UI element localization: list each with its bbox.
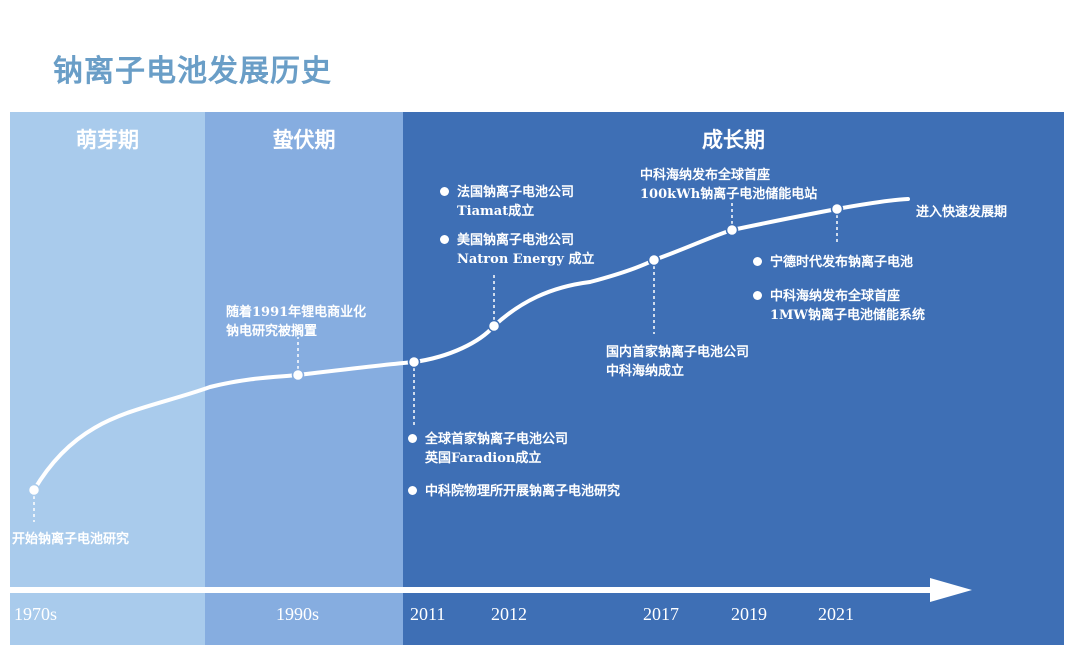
event-1990s-line1: 随着1991年锂电商业化	[226, 305, 367, 320]
event-2017-line2: 中科海纳成立	[606, 364, 685, 379]
event-2012-natron: 美国钠离子电池公司 Natron Energy 成立	[440, 231, 594, 269]
timeline-graphics	[10, 197, 972, 602]
event-2011-iop-text: 中科院物理所开展钠离子电池研究	[425, 484, 621, 499]
event-2021-hina-line2: 1MW钠离子电池储能系统	[770, 308, 926, 323]
period-title-growth: 成长期	[702, 127, 765, 152]
event-2021-hina-line1: 中科海纳发布全球首座	[770, 289, 901, 304]
event-future: 进入快速发展期	[916, 203, 1007, 222]
event-2019-line2: 100kWh钠离子电池储能电站	[640, 187, 818, 202]
axis-label-2017: 2017	[643, 604, 679, 624]
axis-label-1990s: 1990s	[276, 604, 320, 624]
timeline-axis	[10, 587, 940, 593]
event-2011-faradion-line2: 英国Faradion成立	[425, 451, 542, 466]
event-2011-iop: 中科院物理所开展钠离子电池研究	[408, 482, 620, 501]
event-2019-line1: 中科海纳发布全球首座	[640, 168, 771, 183]
development-curve	[32, 197, 910, 492]
event-2012-natron-line2: Natron Energy 成立	[457, 252, 595, 267]
timeline-diagram: 萌芽期 蛰伏期 成长期 1970s 1990s 2011 2012 2017 2…	[10, 112, 1064, 645]
event-1990s: 随着1991年锂电商业化 钠电研究被搁置	[226, 303, 366, 341]
milestone-point-2019	[725, 223, 739, 237]
axis-label-2021: 2021	[818, 604, 854, 624]
period-band-sprout: 萌芽期	[10, 112, 205, 645]
milestone-point-2021	[830, 202, 844, 216]
event-2011-faradion-line1: 全球首家钠离子电池公司	[425, 432, 569, 447]
period-title-dormant: 蛰伏期	[272, 127, 336, 152]
axis-label-2012: 2012	[491, 604, 527, 624]
bullet-icon	[753, 291, 762, 300]
axis-label-2011: 2011	[410, 604, 446, 624]
bullet-icon	[440, 187, 449, 196]
axis-label-2019: 2019	[731, 604, 767, 624]
period-title-sprout: 萌芽期	[76, 127, 139, 152]
page-title: 钠离子电池发展历史	[53, 54, 332, 89]
bullet-icon	[440, 235, 449, 244]
event-2012-tiamat: 法国钠离子电池公司 Tiamat成立	[440, 183, 574, 221]
event-future-text: 进入快速发展期	[916, 205, 1008, 220]
event-1970s-text: 开始钠离子电池研究	[12, 532, 130, 547]
event-2017: 国内首家钠离子电池公司 中科海纳成立	[606, 343, 749, 381]
milestone-point-2017	[647, 253, 661, 267]
event-2017-line1: 国内首家钠离子电池公司	[606, 345, 750, 360]
event-2011-faradion: 全球首家钠离子电池公司 英国Faradion成立	[408, 430, 568, 468]
event-1990s-line2: 钠电研究被搁置	[226, 324, 318, 339]
timeline-arrow-head	[930, 578, 972, 602]
milestone-point-1970s	[27, 483, 41, 497]
bullet-icon	[408, 434, 417, 443]
bullet-icon	[753, 257, 762, 266]
event-1970s: 开始钠离子电池研究	[12, 530, 129, 549]
bullet-icon	[408, 486, 417, 495]
event-2012-natron-line1: 美国钠离子电池公司	[457, 233, 575, 248]
axis-label-1970s: 1970s	[14, 604, 58, 624]
milestone-point-2011	[407, 355, 421, 369]
event-2021-hina: 中科海纳发布全球首座 1MW钠离子电池储能系统	[753, 287, 925, 325]
milestone-point-2012	[487, 319, 501, 333]
event-2021-catl-text: 宁德时代发布钠离子电池	[770, 255, 914, 270]
event-2019: 中科海纳发布全球首座 100kWh钠离子电池储能电站	[640, 166, 817, 204]
period-band-growth: 成长期	[403, 112, 1064, 645]
milestone-point-1990s	[291, 368, 305, 382]
event-2012-tiamat-line1: 法国钠离子电池公司	[457, 185, 575, 200]
event-2012-tiamat-line2: Tiamat成立	[457, 204, 535, 219]
event-2021-catl: 宁德时代发布钠离子电池	[753, 253, 913, 272]
period-band-dormant: 蛰伏期	[205, 112, 403, 645]
